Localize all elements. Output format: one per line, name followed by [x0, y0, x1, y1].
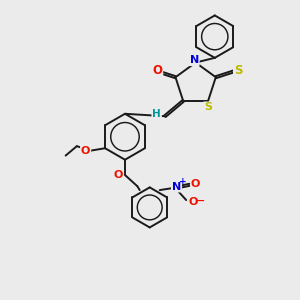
Text: S: S	[204, 102, 212, 112]
Text: O: O	[114, 170, 123, 180]
Text: N: N	[172, 182, 181, 191]
Text: O: O	[188, 196, 197, 207]
Text: H: H	[152, 109, 161, 119]
Text: O: O	[81, 146, 90, 156]
Text: O: O	[191, 179, 200, 189]
Text: S: S	[234, 64, 242, 77]
Text: +: +	[178, 177, 186, 186]
Text: O: O	[152, 64, 162, 77]
Text: N: N	[190, 55, 199, 65]
Text: −: −	[195, 196, 205, 206]
